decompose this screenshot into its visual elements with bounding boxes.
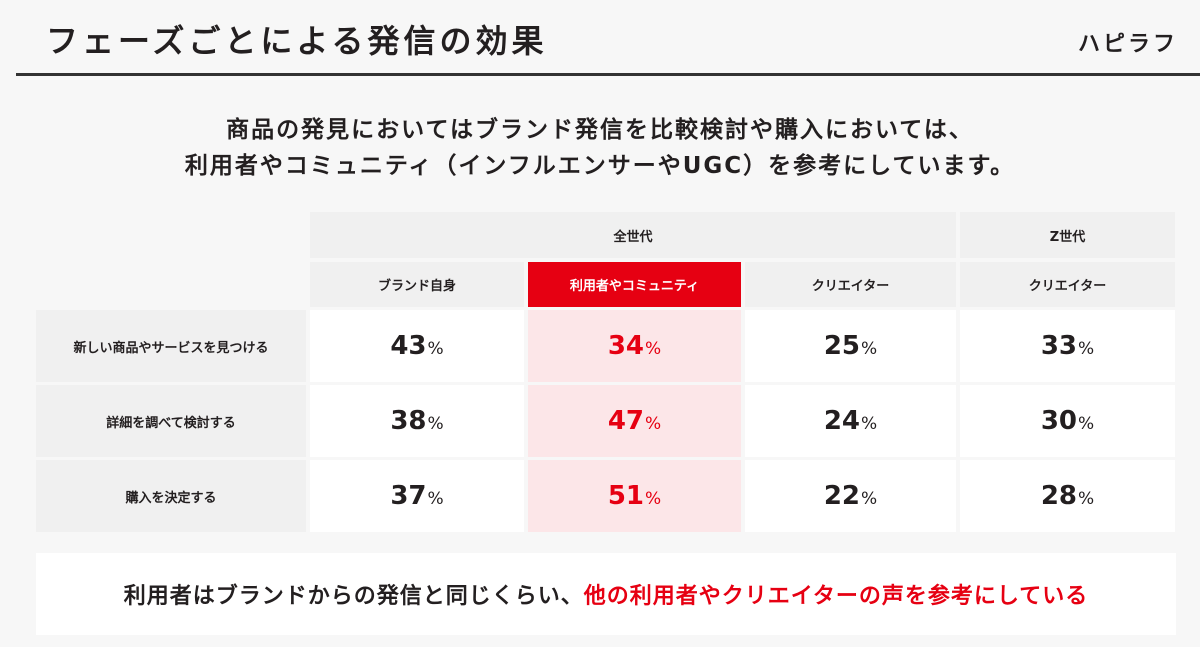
table-cell-highlight: 34% xyxy=(528,310,741,382)
percent-sign: % xyxy=(645,489,662,509)
group-header-gen-z: Z世代 xyxy=(960,212,1175,258)
table-cell: 25% xyxy=(745,310,956,382)
value: 25 xyxy=(823,331,861,361)
row-label-consider: 詳細を調べて検討する xyxy=(36,385,306,457)
value: 34 xyxy=(607,331,645,361)
value: 30 xyxy=(1040,406,1078,436)
percent-sign: % xyxy=(427,414,444,434)
column-header-users-community: 利用者やコミュニティ xyxy=(528,262,741,307)
table-cell: 28% xyxy=(960,460,1175,532)
table-cell-highlight: 47% xyxy=(528,385,741,457)
summary-box: 利用者はブランドからの発信と同じくらい、 他の利用者やクリエイターの声を参考にして… xyxy=(36,553,1176,635)
summary-plain: 利用者はブランドからの発信と同じくらい、 xyxy=(123,584,584,609)
row-label-purchase: 購入を決定する xyxy=(36,460,306,532)
brand-logo: ハピラフ xyxy=(1077,32,1178,57)
value: 38 xyxy=(390,406,427,436)
lead-line-1: 商品の発見においてはブランド発信を比較検討や購入においては、 xyxy=(226,117,974,143)
percent-sign: % xyxy=(1078,489,1095,509)
title-divider xyxy=(16,73,1200,76)
value: 37 xyxy=(390,481,427,511)
percent-sign: % xyxy=(1078,339,1095,359)
value: 43 xyxy=(390,331,427,361)
value: 24 xyxy=(823,406,861,436)
table-cell: 38% xyxy=(310,385,524,457)
percent-sign: % xyxy=(645,339,662,359)
table-cell: 24% xyxy=(745,385,956,457)
group-header-all-generations: 全世代 xyxy=(310,212,956,258)
percent-sign: % xyxy=(861,414,878,434)
table-cell: 37% xyxy=(310,460,524,532)
table-cell: 30% xyxy=(960,385,1175,457)
percent-sign: % xyxy=(1078,414,1095,434)
percent-sign: % xyxy=(645,414,662,434)
table-cell: 22% xyxy=(745,460,956,532)
percent-sign: % xyxy=(427,489,444,509)
summary-emphasis: 他の利用者やクリエイターの声を参考にしている xyxy=(583,584,1089,609)
value: 22 xyxy=(823,481,861,511)
column-header-brand: ブランド自身 xyxy=(310,262,524,307)
table-cell: 43% xyxy=(310,310,524,382)
value: 51 xyxy=(607,481,645,511)
column-header-genz-creator: クリエイター xyxy=(960,262,1175,307)
percent-sign: % xyxy=(861,339,878,359)
lead-text: 商品の発見においてはブランド発信を比較検討や購入においては、 利用者やコミュニテ… xyxy=(0,112,1200,184)
page-title: フェーズごとによる発信の効果 xyxy=(46,22,548,60)
row-label-discover: 新しい商品やサービスを見つける xyxy=(36,310,306,382)
percent-sign: % xyxy=(861,489,878,509)
lead-line-2: 利用者やコミュニティ（インフルエンサーやUGC）を参考にしています。 xyxy=(184,153,1016,179)
column-header-creator: クリエイター xyxy=(745,262,956,307)
value: 47 xyxy=(607,406,645,436)
table-cell: 33% xyxy=(960,310,1175,382)
percent-sign: % xyxy=(427,339,444,359)
table-cell-highlight: 51% xyxy=(528,460,741,532)
value: 33 xyxy=(1040,331,1078,361)
value: 28 xyxy=(1040,481,1078,511)
